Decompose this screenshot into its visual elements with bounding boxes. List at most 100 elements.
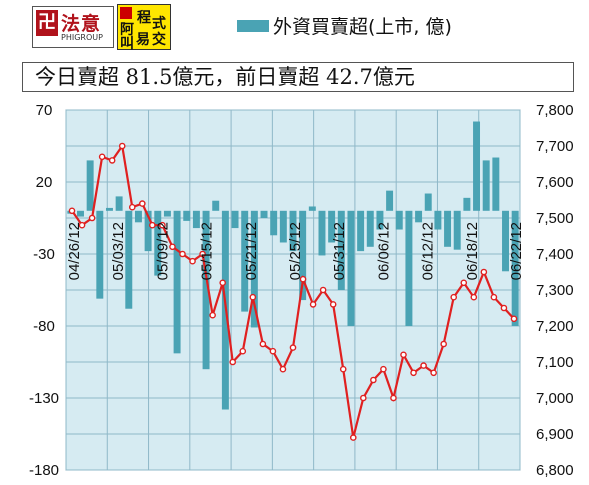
logo-emblem-icon: 卍	[36, 10, 58, 36]
data-bar	[299, 210, 307, 301]
legend-swatch	[237, 19, 269, 32]
index-point	[78, 221, 86, 229]
left-axis-tick: -30	[33, 246, 55, 263]
index-point	[370, 376, 377, 384]
data-bar	[347, 210, 355, 326]
data-bar	[415, 210, 423, 223]
date-label: 05/03/12	[110, 222, 127, 280]
index-point	[279, 365, 287, 373]
headline-text: 今日賣超 81.5億元，前日賣超 42.7億元	[35, 65, 415, 89]
index-point	[490, 293, 498, 301]
data-bar	[337, 210, 345, 290]
left-axis-tick: -130	[29, 390, 59, 407]
index-point	[219, 279, 226, 287]
index-point	[329, 301, 337, 308]
legend-label: 外資買賣超(上市, 億)	[273, 16, 452, 38]
data-bar	[105, 207, 113, 211]
index-point	[149, 221, 156, 229]
logo2-char: 叫	[120, 36, 134, 52]
index-point	[249, 293, 257, 301]
index-point	[460, 279, 468, 287]
data-bar	[434, 210, 442, 230]
date-label: 05/25/12	[287, 222, 304, 280]
index-point	[319, 286, 327, 294]
right-axis-tick: 7,100	[536, 354, 574, 371]
logo2-char: 交	[152, 32, 166, 48]
index-point	[118, 142, 126, 150]
data-bar	[376, 210, 384, 230]
index-point	[440, 340, 447, 348]
index-point	[510, 315, 518, 323]
index-point	[68, 207, 76, 215]
data-bar	[173, 210, 181, 354]
data-bar	[86, 160, 94, 211]
index-point	[450, 293, 458, 301]
right-axis-tick: 7,300	[536, 282, 574, 299]
right-axis-tick: 7,600	[536, 174, 574, 191]
index-point	[229, 358, 237, 366]
data-bar	[405, 210, 413, 326]
data-bar	[77, 210, 84, 217]
right-axis-tick: 7,000	[536, 390, 574, 407]
index-point	[199, 250, 206, 258]
data-bar	[134, 210, 142, 223]
data-bar	[183, 210, 191, 221]
date-label: 05/21/12	[243, 222, 260, 280]
data-bar	[492, 157, 500, 211]
data-bar	[154, 210, 162, 276]
index-point	[380, 365, 387, 373]
data-bar	[318, 210, 326, 256]
index-point	[209, 311, 216, 319]
index-point	[289, 344, 297, 351]
index-point	[128, 203, 136, 211]
data-bar	[96, 210, 104, 299]
data-bar	[212, 200, 220, 211]
data-bar	[386, 190, 394, 211]
right-axis-tick: 6,800	[536, 462, 574, 479]
data-bar	[270, 210, 278, 236]
index-point	[349, 434, 357, 441]
index-point	[159, 221, 166, 229]
logo2-char: 易	[136, 32, 150, 48]
index-point	[430, 369, 437, 377]
index-point	[360, 394, 367, 402]
data-bar	[424, 193, 432, 211]
index-point	[299, 275, 307, 283]
data-bar	[453, 210, 461, 250]
phigroup-logo: 卍 法意 PHIGROUP	[32, 6, 114, 48]
date-label: 06/12/12	[420, 222, 437, 280]
index-point	[420, 362, 427, 369]
index-point	[139, 200, 146, 207]
index-point	[339, 365, 347, 373]
right-axis-tick: 6,900	[536, 426, 574, 443]
data-bar	[473, 121, 481, 211]
data-bar	[250, 210, 258, 328]
index-point	[189, 257, 196, 265]
left-axis-tick: -80	[33, 318, 55, 335]
data-bar	[241, 210, 249, 312]
data-bar	[482, 160, 490, 211]
data-bar	[163, 210, 171, 217]
left-axis-tick: -180	[29, 462, 59, 479]
right-axis-tick: 7,500	[536, 210, 574, 227]
logo2-char: 程	[137, 10, 151, 26]
data-bar	[328, 210, 336, 243]
logo2-tag-icon	[120, 7, 132, 19]
program-trading-logo: 阿 程 式 叫 易 交	[117, 4, 171, 52]
right-axis-tick: 7,800	[536, 102, 574, 119]
data-bar	[289, 210, 297, 252]
data-bar	[202, 210, 210, 370]
data-bar	[308, 206, 316, 211]
index-point	[239, 347, 247, 355]
data-bar	[260, 210, 268, 218]
index-point	[179, 250, 186, 258]
data-bar	[125, 210, 133, 309]
chart-legend: 外資買賣超(上市, 億)	[237, 12, 452, 39]
right-axis-tick: 7,700	[536, 138, 574, 155]
logo2-char: 阿	[120, 22, 134, 38]
index-point	[98, 153, 106, 161]
index-point	[500, 304, 508, 312]
right-axis-tick: 7,400	[536, 246, 574, 263]
data-bar	[502, 210, 509, 272]
